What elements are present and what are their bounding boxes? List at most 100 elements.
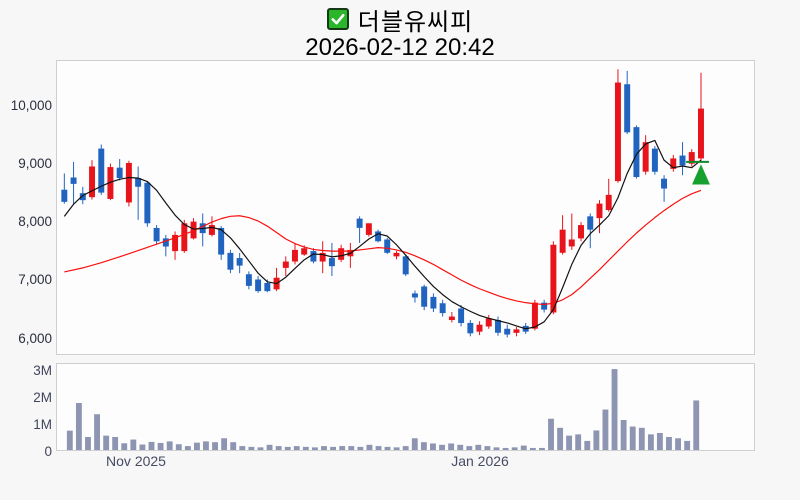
price-axis-label: 8,000 — [18, 214, 52, 229]
candle-body — [144, 182, 151, 224]
volume-bar — [457, 444, 464, 450]
candle-body — [291, 249, 298, 262]
volume-bar — [302, 446, 309, 450]
volume-bar — [75, 402, 82, 450]
candle-body — [393, 252, 400, 257]
volume-bar — [284, 446, 291, 450]
volume-bar — [339, 446, 346, 450]
candle-body — [679, 155, 686, 166]
candle-body — [384, 239, 391, 253]
volume-bar — [166, 441, 173, 450]
checked-checkbox-icon[interactable] — [326, 8, 349, 30]
candle-body — [411, 293, 418, 298]
candle-body — [624, 84, 631, 133]
volume-bar — [203, 441, 209, 450]
volume-bar — [330, 446, 337, 450]
volume-bar — [121, 443, 128, 450]
volume-bar — [184, 446, 191, 450]
volume-bar — [411, 438, 418, 450]
candle-body — [356, 218, 363, 228]
candle-body — [633, 127, 640, 178]
candle-body — [135, 178, 142, 187]
volume-bar — [357, 446, 364, 450]
volume-bar — [94, 414, 101, 450]
volume-bar — [221, 438, 228, 450]
candle-body — [698, 108, 704, 159]
volume-bar — [584, 440, 591, 450]
candle-body — [255, 279, 262, 292]
volume-bar — [439, 444, 445, 450]
candle-body — [531, 302, 538, 329]
candle-body — [227, 252, 234, 270]
volume-bar — [493, 447, 500, 450]
candle-body — [651, 148, 658, 172]
volume-bar — [321, 446, 327, 450]
volume-bar — [484, 446, 491, 450]
candle-body — [485, 318, 492, 327]
volume-bar — [402, 446, 409, 450]
candle-body — [125, 163, 132, 203]
volume-bar — [103, 435, 110, 450]
candle-body — [236, 258, 243, 266]
volume-bar — [275, 446, 282, 450]
volume-bar — [66, 430, 73, 450]
volume-bar — [194, 442, 200, 450]
price-axis-label: 10,000 — [10, 98, 52, 113]
volume-bar — [366, 444, 373, 450]
volume-bar — [130, 439, 137, 450]
price-axis-label: 9,000 — [18, 156, 52, 171]
candle-body — [89, 166, 96, 198]
volume-bar — [620, 419, 627, 450]
candle-body — [153, 227, 160, 242]
candle-body — [541, 302, 548, 310]
candle-body — [421, 286, 428, 307]
candle-body — [550, 244, 557, 313]
volume-bar — [611, 369, 618, 450]
candle-body — [568, 239, 575, 247]
volume-bar — [175, 444, 182, 450]
candle-body — [430, 296, 437, 309]
candle-body — [172, 234, 179, 252]
volume-bar — [629, 426, 636, 450]
volume-bar — [538, 447, 545, 450]
candle-body — [642, 142, 649, 172]
volume-bar — [566, 435, 573, 450]
volume-bar — [393, 447, 400, 450]
volume-bar — [575, 434, 582, 450]
volume-bar — [157, 442, 164, 450]
candle-body — [79, 193, 86, 201]
price-pane — [56, 60, 755, 355]
volume-bar — [85, 437, 91, 450]
volume-bar — [666, 437, 672, 450]
candle-body — [504, 328, 511, 335]
candle-body — [181, 223, 188, 252]
volume-bar — [230, 442, 237, 450]
candle-body — [208, 225, 215, 235]
candle-body — [467, 322, 474, 334]
ma-long-line — [64, 189, 702, 306]
date-tick-label: Jan 2026 — [451, 453, 509, 469]
candle-body — [605, 194, 612, 210]
candle-body — [439, 303, 446, 314]
candle-body — [301, 248, 308, 255]
ma-short-line — [63, 139, 702, 330]
candle-body — [338, 248, 345, 260]
volume-bar — [684, 440, 691, 450]
candle-body — [107, 167, 114, 199]
volume-bar — [112, 437, 119, 450]
price-axis-label: 6,000 — [18, 331, 52, 346]
candle-body — [688, 152, 695, 164]
candle-body — [494, 320, 501, 333]
candles-group — [61, 69, 704, 338]
date-tick-label: Nov 2025 — [106, 453, 166, 469]
volume-bar — [348, 446, 355, 450]
candle-body — [70, 177, 77, 184]
volume-bar — [638, 427, 645, 450]
volume-bar — [693, 400, 700, 450]
volume-axis-label: 3M — [33, 363, 52, 378]
candle-body — [614, 82, 621, 182]
candle-body — [661, 178, 668, 189]
volume-bar — [656, 432, 663, 450]
candle-body — [264, 282, 271, 292]
candle-body — [116, 167, 123, 179]
